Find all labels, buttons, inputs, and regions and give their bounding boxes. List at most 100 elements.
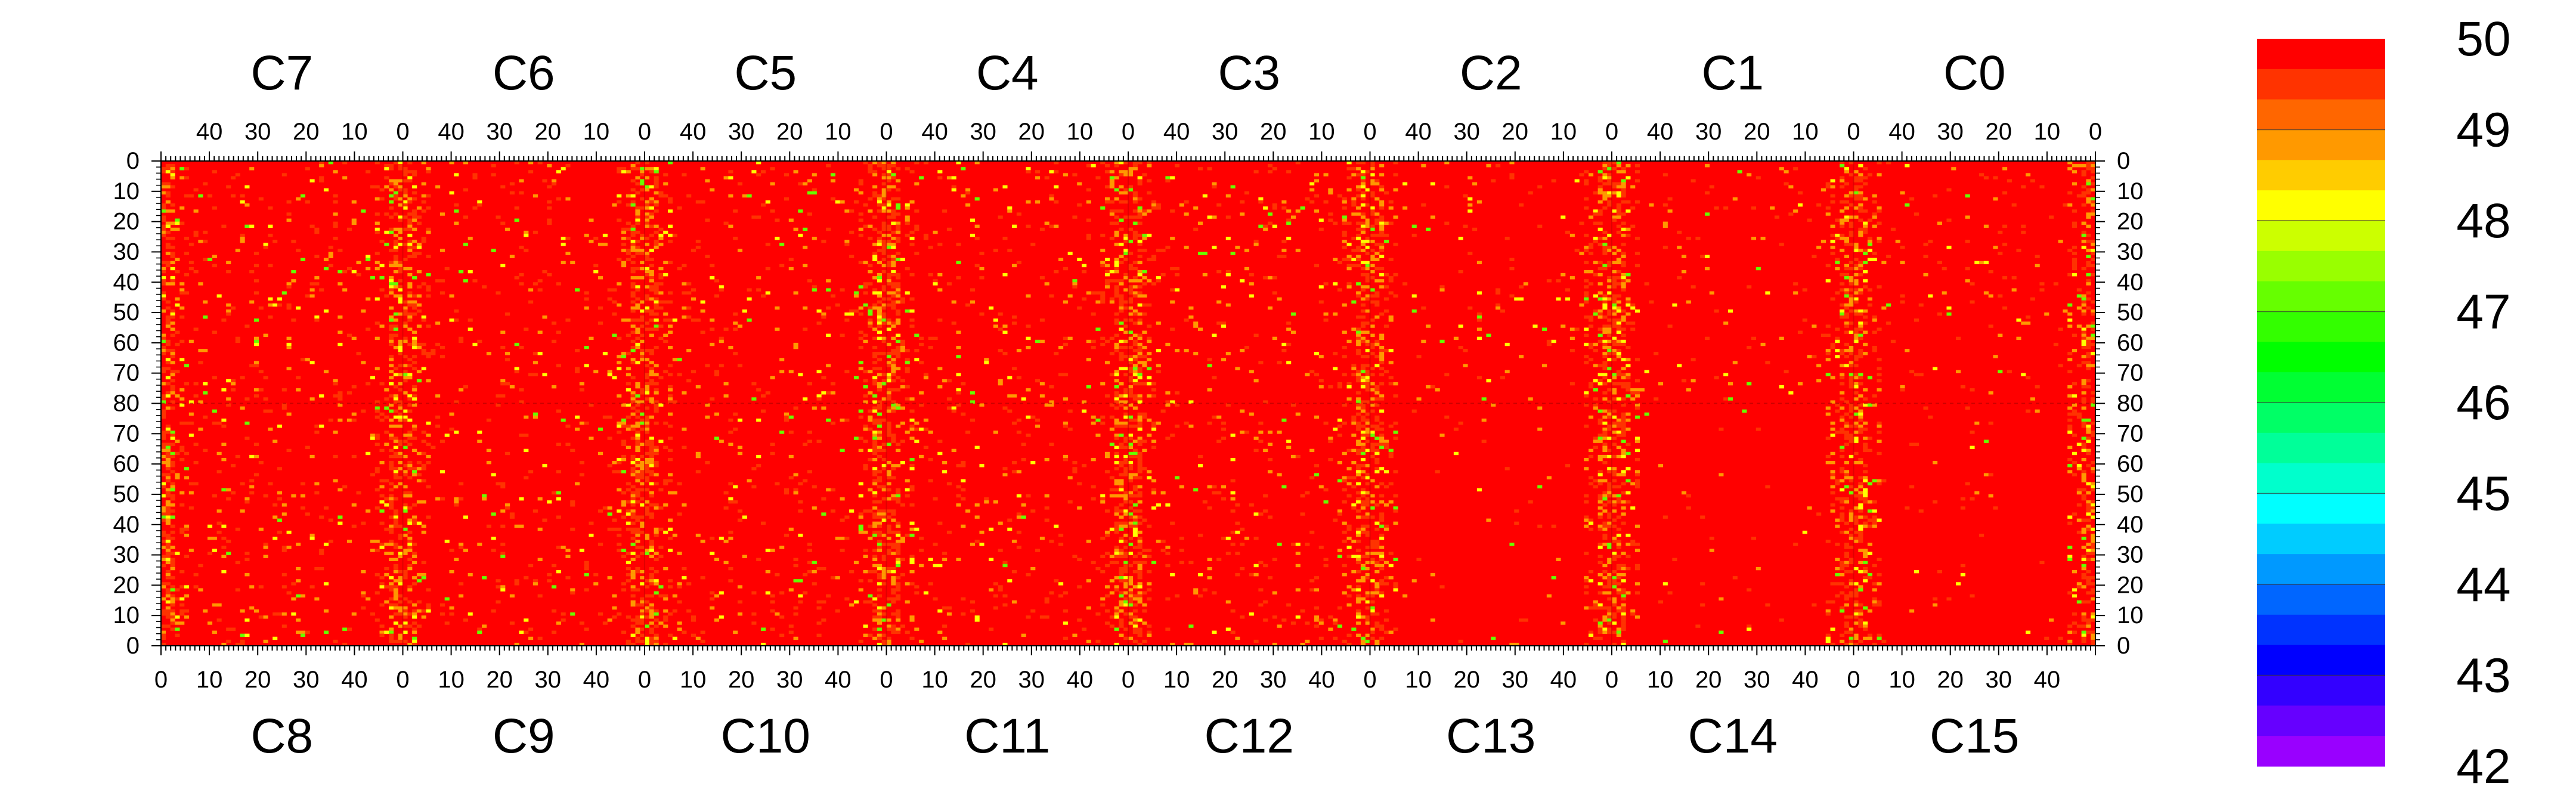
heatmap-cell [630, 624, 636, 628]
heatmap-cell [188, 506, 194, 510]
heatmap-cell [1286, 342, 1292, 346]
heatmap-cell [165, 473, 171, 476]
heatmap-cell [2086, 215, 2091, 219]
heatmap-cell [519, 434, 524, 437]
heatmap-cell [165, 451, 171, 456]
heatmap-cell [1844, 237, 1849, 240]
heatmap-cell [1281, 240, 1287, 243]
heatmap-cell [477, 543, 482, 546]
heatmap-cell [179, 339, 185, 343]
heatmap-cell [1849, 288, 1854, 292]
heatmap-cell [886, 361, 891, 364]
heatmap-cell [309, 179, 315, 182]
heatmap-cell [863, 379, 868, 383]
heatmap-cell [528, 627, 534, 631]
heatmap-cell [161, 415, 166, 419]
heatmap-cell [598, 306, 603, 310]
heatmap-cell [621, 264, 627, 268]
heatmap-cell [412, 639, 417, 643]
heatmap-cell [1584, 249, 1589, 252]
heatmap-cell [886, 352, 891, 355]
heatmap-cell [184, 555, 190, 558]
heatmap-cell [509, 191, 515, 195]
heatmap-cell [881, 315, 887, 319]
heatmap-cell [393, 243, 398, 246]
heatmap-cell [1128, 170, 1134, 174]
heatmap-cell [891, 264, 896, 268]
heatmap-cell [617, 533, 622, 537]
heatmap-cell [1607, 367, 1612, 370]
heatmap-cell [649, 439, 654, 443]
heatmap-cell [654, 306, 659, 310]
heatmap-cell [393, 191, 398, 195]
heatmap-cell [1137, 376, 1143, 380]
heatmap-cell [1793, 209, 1798, 213]
heatmap-cell [1825, 185, 1831, 189]
heatmap-cell [1114, 197, 1119, 201]
heatmap-cell [1184, 246, 1189, 249]
heatmap-cell [431, 349, 436, 352]
heatmap-cell [1551, 179, 1556, 182]
heatmap-cell [1086, 218, 1091, 222]
heatmap-cell [872, 400, 878, 404]
heatmap-cell [1602, 249, 1608, 252]
heatmap-cell [426, 170, 431, 174]
heatmap-cell [1151, 388, 1157, 392]
heatmap-cell [1379, 355, 1385, 358]
heatmap-cell [1128, 355, 1134, 358]
heatmap-cell [556, 497, 561, 501]
heatmap-cell [407, 342, 413, 346]
heatmap-cell [970, 218, 975, 222]
heatmap-cell [909, 297, 915, 301]
heatmap-cell [500, 382, 506, 386]
heatmap-cell [1616, 324, 1621, 328]
heatmap-cell [459, 543, 464, 546]
heatmap-cell [868, 318, 873, 322]
heatmap-cell [1626, 233, 1631, 237]
heatmap-cell [812, 285, 817, 289]
heatmap-cell [1114, 230, 1119, 234]
heatmap-cell [1091, 312, 1096, 316]
heatmap-cell [1123, 233, 1129, 237]
heatmap-cell [253, 252, 259, 255]
heatmap-cell [212, 170, 217, 174]
heatmap-cell [626, 388, 631, 392]
heatmap-cell [1621, 276, 1626, 280]
heatmap-cell [398, 179, 403, 182]
heatmap-cell [1137, 397, 1143, 401]
heatmap-cell [881, 206, 887, 210]
heatmap-cell [1318, 385, 1324, 389]
heatmap-cell [393, 454, 398, 459]
heatmap-cell [803, 306, 808, 310]
heatmap-cell [1612, 261, 1617, 265]
heatmap-cell [338, 394, 343, 398]
heatmap-cell [389, 315, 394, 319]
heatmap-cell [1840, 249, 1845, 252]
heatmap-cell [1383, 285, 1389, 289]
heatmap-cell [649, 415, 654, 419]
heatmap-cell [607, 373, 612, 377]
heatmap-cell [421, 576, 426, 580]
heatmap-cell [1026, 336, 1031, 340]
heatmap-cell [2091, 188, 2096, 192]
heatmap-cell [872, 376, 878, 380]
heatmap-cell [667, 579, 673, 583]
heatmap-cell [2021, 321, 2026, 325]
heatmap-cell [1114, 258, 1119, 261]
heatmap-cell [1379, 221, 1385, 225]
heatmap-cell [221, 457, 227, 462]
heatmap-cell [602, 352, 608, 355]
heatmap-cell [1612, 391, 1617, 395]
heatmap-cell [1100, 300, 1106, 304]
heatmap-cell [816, 633, 822, 637]
heatmap-cell [2072, 333, 2077, 338]
heatmap-cell [314, 315, 320, 319]
heatmap-cell [1639, 388, 1645, 392]
heatmap-cell [1165, 176, 1171, 179]
heatmap-cell [621, 439, 627, 443]
heatmap-cell [268, 297, 273, 301]
heatmap-cell [1616, 203, 1621, 207]
heatmap-cell [1476, 291, 1482, 295]
heatmap-cell [793, 342, 798, 346]
heatmap-cell [1374, 182, 1380, 185]
